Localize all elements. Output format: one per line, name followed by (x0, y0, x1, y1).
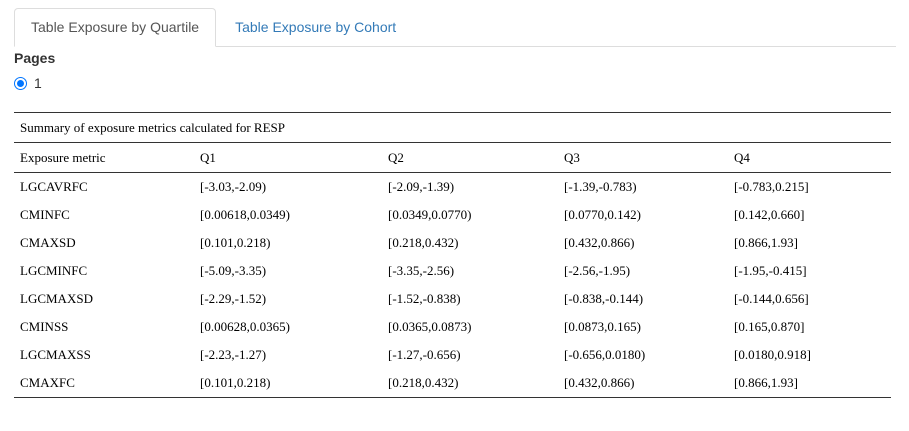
table-row: CMAXSD [0.101,0.218) [0.218,0.432) [0.43… (14, 229, 891, 257)
metric-name-cell: CMINSS (20, 319, 69, 334)
metric-name-cell: LGCAVRFC (20, 179, 88, 194)
page-1-label: 1 (34, 75, 42, 91)
tab-exposure-by-cohort[interactable]: Table Exposure by Cohort (235, 19, 397, 35)
q3-cell: [0.432,0.866) (564, 235, 635, 250)
q2-cell: [0.218,0.432) (388, 235, 459, 250)
q3-cell: [-2.56,-1.95) (564, 263, 631, 278)
table-header-row: Exposure metric Q1 Q2 Q3 Q4 (14, 142, 891, 173)
tab-bar: Table Exposure by Quartile Table Exposur… (14, 8, 896, 47)
metric-name-cell: LGCMAXSD (20, 291, 93, 306)
table-row: CMAXFC [0.101,0.218) [0.218,0.432) [0.43… (14, 369, 891, 398)
exposure-summary-table: Summary of exposure metrics calculated f… (14, 112, 891, 398)
exposure-table-container: Summary of exposure metrics calculated f… (14, 112, 891, 398)
metric-name-cell: CMINFC (20, 207, 70, 222)
header-exposure-metric: Exposure metric (14, 142, 194, 173)
q2-cell: [0.218,0.432) (382, 369, 558, 398)
q2-cell: [0.0349,0.0770) (388, 207, 472, 222)
metric-name-cell: CMAXFC (14, 369, 194, 398)
metric-name-cell: LGCMAXSS (20, 347, 91, 362)
q2-cell: [-1.52,-0.838) (388, 291, 461, 306)
q1-cell: [0.00618,0.0349) (200, 207, 290, 222)
tab-exposure-by-quartile[interactable]: Table Exposure by Quartile (14, 8, 217, 47)
table-row: CMINFC [0.00618,0.0349) [0.0349,0.0770) … (14, 201, 891, 229)
q3-cell: [0.0770,0.142) (564, 207, 641, 222)
header-q3: Q3 (558, 142, 728, 173)
q1-cell: [0.00628,0.0365) (200, 319, 290, 334)
pages-label: Pages (14, 50, 56, 66)
q1-cell: [-5.09,-3.35) (200, 263, 267, 278)
q4-cell: [-1.95,-0.415] (734, 263, 807, 278)
q1-cell: [0.101,0.218) (194, 369, 382, 398)
header-q1: Q1 (194, 142, 382, 173)
q3-cell: [-0.656,0.0180) (564, 347, 646, 362)
q2-cell: [0.0365,0.0873) (388, 319, 472, 334)
table-row: LGCAVRFC [-3.03,-2.09) [-2.09,-1.39) [-1… (14, 173, 891, 202)
page-1-radio[interactable] (14, 76, 27, 90)
q4-cell: [0.866,1.93] (728, 369, 891, 398)
table-row: CMINSS [0.00628,0.0365) [0.0365,0.0873) … (14, 313, 891, 341)
table-row: LGCMAXSD [-2.29,-1.52) [-1.52,-0.838) [-… (14, 285, 891, 313)
q4-cell: [0.0180,0.918] (734, 347, 811, 362)
q2-cell: [-2.09,-1.39) (388, 179, 455, 194)
q1-cell: [-3.03,-2.09) (200, 179, 267, 194)
metric-name-cell: LGCMINFC (20, 263, 88, 278)
q2-cell: [-3.35,-2.56) (388, 263, 455, 278)
header-q2: Q2 (382, 142, 558, 173)
q1-cell: [-2.23,-1.27) (200, 347, 267, 362)
q3-cell: [-1.39,-0.783) (564, 179, 637, 194)
q4-cell: [-0.144,0.656] (734, 291, 809, 306)
q4-cell: [0.142,0.660] (734, 207, 805, 222)
q2-cell: [-1.27,-0.656) (388, 347, 461, 362)
page-option-1[interactable]: 1 (14, 75, 42, 91)
header-q4: Q4 (728, 142, 891, 173)
metric-name-cell: CMAXSD (20, 235, 76, 250)
q3-cell: [-0.838,-0.144) (564, 291, 644, 306)
table-row: LGCMAXSS [-2.23,-1.27) [-1.27,-0.656) [-… (14, 341, 891, 369)
q1-cell: [-2.29,-1.52) (200, 291, 267, 306)
q4-cell: [-0.783,0.215] (734, 179, 809, 194)
q3-cell: [0.432,0.866) (558, 369, 728, 398)
radio-selected-dot (17, 79, 24, 87)
table-row: LGCMINFC [-5.09,-3.35) [-3.35,-2.56) [-2… (14, 257, 891, 285)
q4-cell: [0.165,0.870] (734, 319, 805, 334)
q4-cell: [0.866,1.93] (734, 235, 798, 250)
q1-cell: [0.101,0.218) (200, 235, 271, 250)
table-caption: Summary of exposure metrics calculated f… (14, 112, 891, 142)
q3-cell: [0.0873,0.165) (564, 319, 641, 334)
